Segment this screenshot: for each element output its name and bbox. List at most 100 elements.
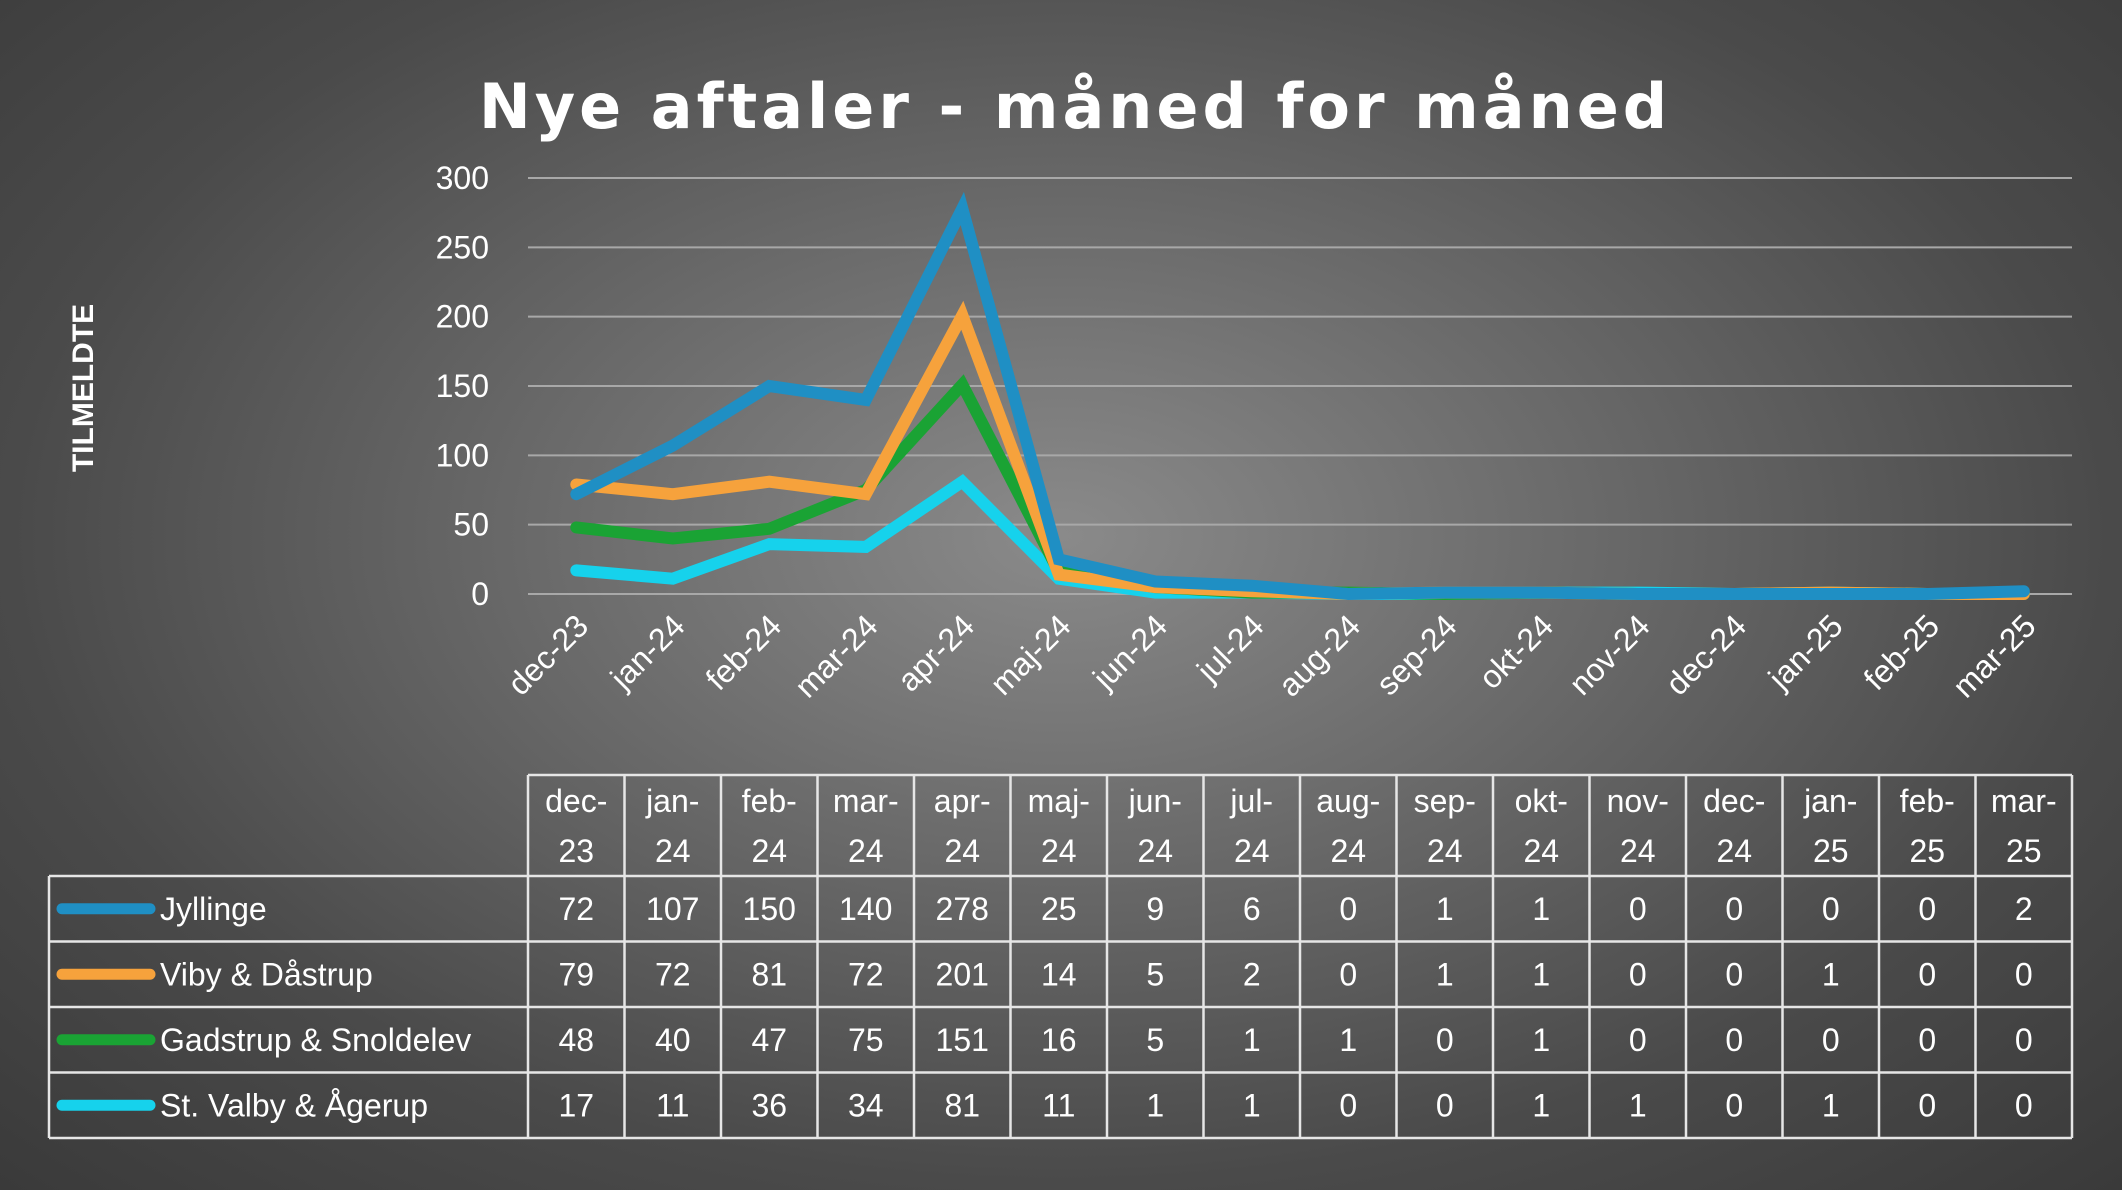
table-cell-value: 1 <box>1532 956 1550 992</box>
table-cell-value: 0 <box>1725 1022 1743 1058</box>
x-tick-label: jul-24 <box>1189 607 1271 689</box>
table-cell-value: 72 <box>558 891 594 927</box>
table-header-label: feb- <box>1900 783 1955 819</box>
series-name-label: St. Valby & Ågerup <box>160 1087 428 1123</box>
table-cell-value: 0 <box>1339 1087 1357 1123</box>
table-cell-value: 72 <box>848 956 884 992</box>
x-tick-label: jun-24 <box>1085 607 1174 696</box>
table-header-label: 23 <box>558 833 594 869</box>
x-tick-label: apr-24 <box>890 607 981 698</box>
table-cell-value: 1 <box>1532 891 1550 927</box>
table-header-label: 24 <box>1620 833 1656 869</box>
table-cell-value: 1 <box>1629 1087 1647 1123</box>
chart-title: Nye aftaler - måned for måned <box>479 70 1671 143</box>
table-header-label: 24 <box>1234 833 1270 869</box>
table-header-label: 24 <box>1330 833 1366 869</box>
table-cell-value: 1 <box>1436 891 1454 927</box>
table-cell-value: 2 <box>1243 956 1261 992</box>
table-header-label: 24 <box>1523 833 1559 869</box>
x-tick-labels: dec-23 jan-24 feb-24 mar-24 apr-24 maj-24 jun-… <box>501 607 2043 704</box>
x-tick-label: feb-24 <box>699 607 789 697</box>
y-tick-label: 150 <box>436 368 489 404</box>
table-header-label: dec- <box>1703 783 1765 819</box>
series-name-label: Jyllinge <box>160 891 267 927</box>
table-cell-value: 16 <box>1041 1022 1077 1058</box>
table-cell-value: 0 <box>1436 1087 1454 1123</box>
x-tick-label: maj-24 <box>983 607 1078 702</box>
table-cell-value: 0 <box>1918 1022 1936 1058</box>
x-tick-label: aug-24 <box>1271 607 1367 703</box>
table-header-label: 24 <box>1041 833 1077 869</box>
table-header-label: mar- <box>1991 783 2057 819</box>
table-cell-value: 0 <box>1822 1022 1840 1058</box>
y-tick-label: 250 <box>436 229 489 265</box>
table-cell-value: 0 <box>1918 956 1936 992</box>
table-header-label: jun- <box>1128 783 1182 819</box>
table-header-label: jan- <box>645 783 699 819</box>
table-cell-value: 0 <box>1725 1087 1743 1123</box>
table-cell-value: 17 <box>558 1087 594 1123</box>
y-axis-label: TILMELDTE <box>67 304 100 472</box>
table-cell-value: 0 <box>2015 956 2033 992</box>
data-table: dec- 23 jan- 24 feb- 24 mar- 24 apr- 24 maj- 24 jun-… <box>47 773 2074 1140</box>
table-cell-value: 140 <box>839 891 892 927</box>
table-header-label: 24 <box>848 833 884 869</box>
series-name-label: Gadstrup & Snoldelev <box>160 1022 471 1058</box>
table-cell-value: 0 <box>1629 956 1647 992</box>
table-cell-value: 151 <box>936 1022 989 1058</box>
table-header-label: apr- <box>934 783 991 819</box>
x-tick-label: sep-24 <box>1369 607 1464 702</box>
table-header-label: 25 <box>1909 833 1945 869</box>
series-line <box>570 473 2030 601</box>
table-cell-value: 0 <box>1918 1087 1936 1123</box>
table-cell-value: 81 <box>751 956 787 992</box>
table-cell-value: 34 <box>848 1087 884 1123</box>
table-cell-value: 72 <box>655 956 691 992</box>
table-cell-value: 81 <box>944 1087 980 1123</box>
table-header-label: 24 <box>1716 833 1752 869</box>
table-cell-value: 5 <box>1146 956 1164 992</box>
series-name-label: Viby & Dåstrup <box>160 956 373 992</box>
table-cell-value: 14 <box>1041 956 1077 992</box>
x-tick-label: dec-23 <box>501 607 596 702</box>
table-header-label: maj- <box>1028 783 1090 819</box>
x-tick-label: mar-25 <box>1946 607 2043 704</box>
y-tick-label: 100 <box>436 437 489 473</box>
x-tick-label: jan-25 <box>1761 607 1850 696</box>
table-header-label: nov- <box>1607 783 1669 819</box>
table-cell-value: 1 <box>1146 1087 1164 1123</box>
table-header-label: 24 <box>944 833 980 869</box>
table-cell-value: 0 <box>1822 891 1840 927</box>
table-cell-value: 25 <box>1041 891 1077 927</box>
table-cell-value: 5 <box>1146 1022 1164 1058</box>
table-cell-value: 6 <box>1243 891 1261 927</box>
table-header-label: 24 <box>1137 833 1173 869</box>
table-cell-value: 1 <box>1243 1022 1261 1058</box>
x-tick-label: feb-25 <box>1857 607 1947 697</box>
table-cell-value: 11 <box>656 1087 689 1123</box>
table-cell-value: 1 <box>1436 956 1454 992</box>
table-header-label: 24 <box>1427 833 1463 869</box>
table-cell-value: 36 <box>751 1087 787 1123</box>
table-cell-value: 2 <box>2015 891 2033 927</box>
table-cell-value: 1 <box>1822 1087 1840 1123</box>
y-tick-label: 0 <box>471 576 489 612</box>
table-header-label: jul- <box>1229 783 1273 819</box>
table-cell-value: 1 <box>1532 1087 1550 1123</box>
table-cell-value: 0 <box>1629 1022 1647 1058</box>
x-tick-label: dec-24 <box>1659 607 1754 702</box>
table-cell-value: 201 <box>936 956 989 992</box>
table-cell-value: 1 <box>1822 956 1840 992</box>
x-tick-label: okt-24 <box>1472 607 1560 695</box>
table-cell-value: 0 <box>1339 891 1357 927</box>
table-cell-value: 0 <box>2015 1087 2033 1123</box>
table-cell-value: 40 <box>655 1022 691 1058</box>
table-cell-value: 0 <box>1725 891 1743 927</box>
table-cell-value: 0 <box>2015 1022 2033 1058</box>
series-line <box>570 191 2030 601</box>
y-tick-label: 200 <box>436 299 489 335</box>
x-tick-label: nov-24 <box>1562 607 1657 702</box>
table-header-label: 24 <box>655 833 691 869</box>
